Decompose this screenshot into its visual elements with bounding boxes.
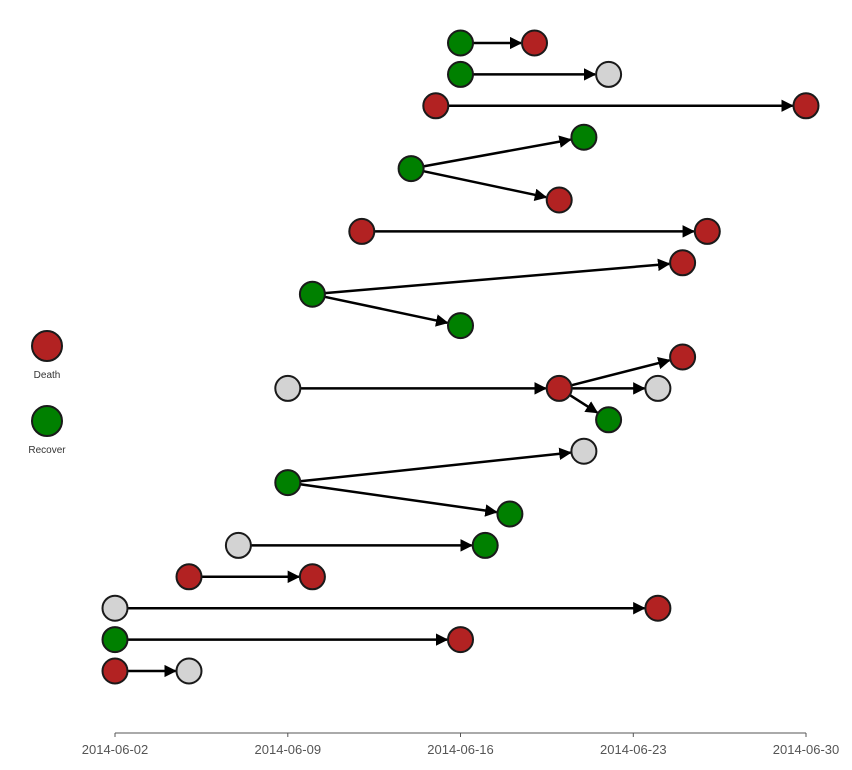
legend: Death Recover [28,330,66,456]
case-node-c23[interactable] [224,531,252,559]
case-node-c5[interactable] [422,92,450,120]
x-tick-label: 2014-06-09 [255,742,322,757]
legend-swatch-death [31,330,63,362]
case-node-c26[interactable] [298,563,326,591]
transmission-arrow-c17-c19 [569,394,599,414]
case-node-c6[interactable] [792,92,820,120]
case-node-c14[interactable] [447,312,474,340]
x-tick-label: 2014-06-02 [82,742,149,757]
case-node-c2[interactable] [521,29,548,57]
transmission-arrow-c8-c7 [423,135,572,168]
case-node-c12[interactable] [669,249,697,277]
case-node-c20[interactable] [570,437,598,465]
case-node-c3[interactable] [447,60,474,88]
case-node-c4[interactable] [595,60,623,88]
x-axis: 2014-06-02 2014-06-09 2014-06-16 2014-06-23… [82,732,840,757]
transmission-arrow-c8-c9 [423,169,548,201]
x-tick-label: 2014-06-23 [600,742,667,757]
x-tick-label: 2014-06-16 [427,742,494,757]
transmission-arrow-c21-c20 [300,447,572,483]
case-node-c25[interactable] [175,563,203,591]
transmission-arrow-c17-c15 [570,357,671,387]
edges-layer [127,36,794,678]
nodes-layer [101,29,820,685]
transmission-arrow-c13-c12 [324,258,671,295]
transmission-arrow-c13-c14 [324,295,449,327]
case-node-c31[interactable] [101,657,129,685]
case-node-c11[interactable] [693,217,721,245]
x-tick-label: 2014-06-30 [773,742,840,757]
case-node-c15[interactable] [669,343,697,371]
case-node-c17[interactable] [545,374,573,402]
case-node-c18[interactable] [644,374,672,402]
transmission-arrow-c21-c22 [299,483,498,517]
case-node-c13[interactable] [298,280,326,308]
case-node-c7[interactable] [570,123,598,151]
case-node-c29[interactable] [101,626,129,654]
case-node-c1[interactable] [447,29,474,57]
case-node-c32[interactable] [175,657,203,685]
case-node-c16[interactable] [274,374,302,402]
case-node-c30[interactable] [447,626,474,654]
case-node-c8[interactable] [397,155,425,183]
case-node-c21[interactable] [274,469,302,497]
case-node-c9[interactable] [545,186,573,214]
legend-swatch-recover [31,405,63,437]
case-node-c22[interactable] [496,500,524,528]
case-node-c27[interactable] [101,594,129,622]
case-node-c10[interactable] [348,217,376,245]
case-node-c19[interactable] [595,406,623,434]
legend-label-recover: Recover [28,445,66,456]
case-node-c28[interactable] [644,594,672,622]
legend-label-death: Death [34,370,61,381]
case-node-c24[interactable] [471,531,499,559]
